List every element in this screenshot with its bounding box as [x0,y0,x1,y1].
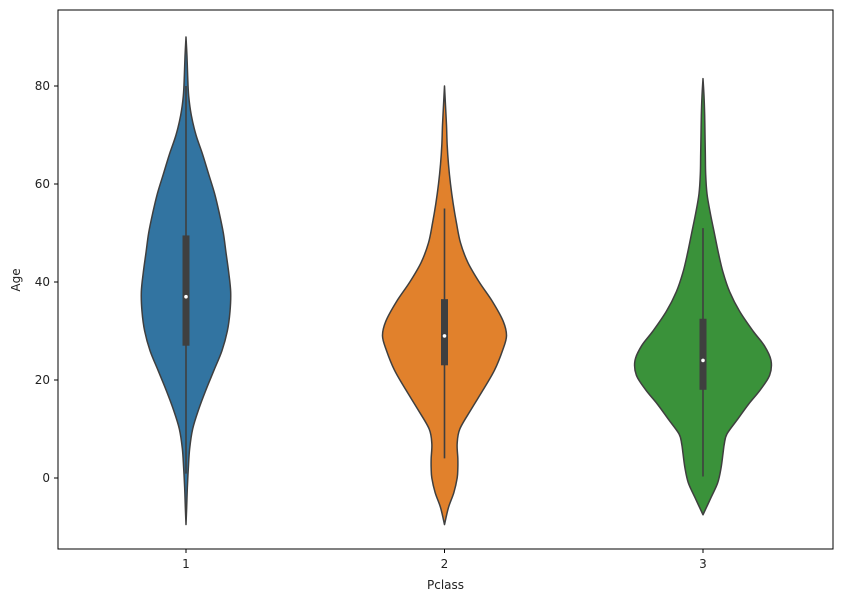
y-tick-label: 40 [35,275,50,289]
x-axis: 1 2 3 [182,549,707,571]
x-tick-label: 1 [182,557,190,571]
violin-2 [381,85,508,526]
violin-3 [633,77,773,516]
y-tick-label: 60 [35,177,50,191]
violin-iqr-box [182,235,190,346]
y-tick-label: 0 [42,471,50,485]
violin-1 [140,36,232,526]
x-tick-label: 2 [441,557,449,571]
y-tick-label: 80 [35,79,50,93]
y-axis: 0 20 40 60 80 [35,79,58,485]
x-tick-label: 3 [699,557,707,571]
plot-frame [57,9,834,550]
x-axis-label: Pclass [427,578,464,592]
violin-median [442,334,447,338]
violin-median [701,358,705,363]
violin-median [184,294,188,299]
y-tick-label: 20 [35,373,50,387]
y-axis-label: Age [9,268,23,291]
violin-iqr-box [699,318,707,390]
violins-layer [140,36,773,526]
violin-iqr-box [441,299,448,366]
